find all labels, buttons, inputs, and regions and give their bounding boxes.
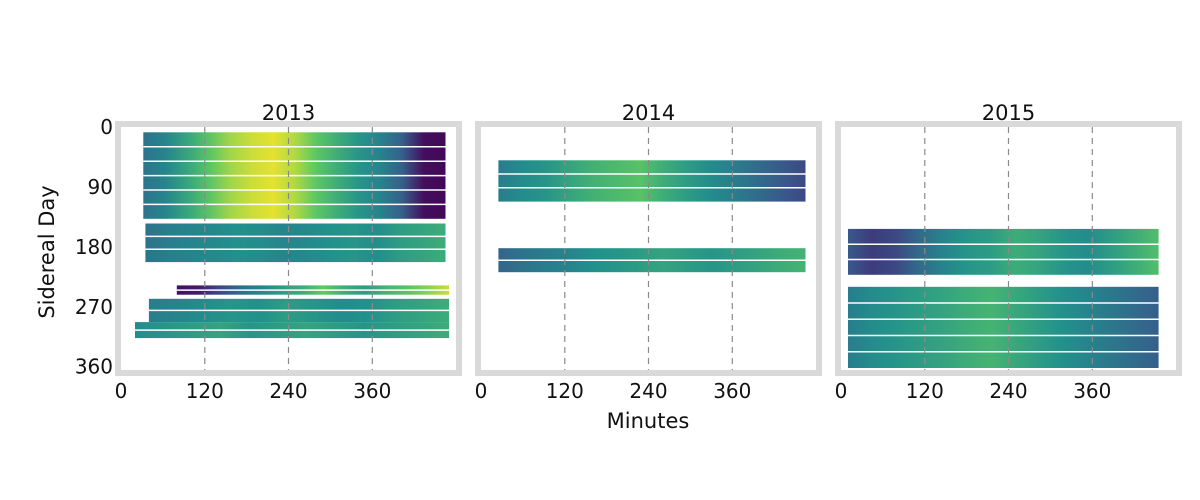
x-tick-label-2014-120: 120 xyxy=(546,379,584,403)
x-tick-label-2015-120: 120 xyxy=(906,379,944,403)
heatmap-band-2015-2 xyxy=(848,286,1159,368)
x-tick-label-2014-0: 0 xyxy=(475,379,488,403)
panel-titles: 2013 2014 2015 xyxy=(262,101,1035,125)
y-tick-label-0: 0 xyxy=(100,115,113,139)
heatmap-band-2013-2 xyxy=(145,223,446,263)
y-tick-label-180: 180 xyxy=(75,235,113,259)
y-tick-label-90: 90 xyxy=(88,175,113,199)
x-tick-label-2015-360: 360 xyxy=(1073,379,1111,403)
x-tick-label-2015-240: 240 xyxy=(989,379,1027,403)
panel-frame-2013 xyxy=(115,121,462,376)
x-tick-label-2013-240: 240 xyxy=(269,379,307,403)
panel-title-2014: 2014 xyxy=(622,101,675,125)
panel-frames xyxy=(115,121,1182,376)
y-axis-label: Sidereal Day xyxy=(35,185,59,318)
x-gridlines xyxy=(204,127,1093,370)
heatmap-bands xyxy=(135,132,1159,368)
panel-frame-2014 xyxy=(475,121,822,376)
x-tick-label-2013-0: 0 xyxy=(115,379,128,403)
panel-frame-2015 xyxy=(835,121,1182,376)
x-axis-label: Minutes xyxy=(607,409,690,433)
y-tick-label-270: 270 xyxy=(75,295,113,319)
panel-title-2015: 2015 xyxy=(982,101,1035,125)
x-tick-label-2014-240: 240 xyxy=(629,379,667,403)
panel-title-2013: 2013 xyxy=(262,101,315,125)
heatmap-band-2014-1 xyxy=(498,160,806,202)
x-tick-label-2013-120: 120 xyxy=(186,379,224,403)
x-tick-label-2015-0: 0 xyxy=(835,379,848,403)
x-tick-label-2013-360: 360 xyxy=(353,379,391,403)
heatmap-band-2015-1 xyxy=(848,228,1159,275)
x-tick-label-2014-360: 360 xyxy=(713,379,751,403)
y-tick-label-360: 360 xyxy=(75,355,113,379)
